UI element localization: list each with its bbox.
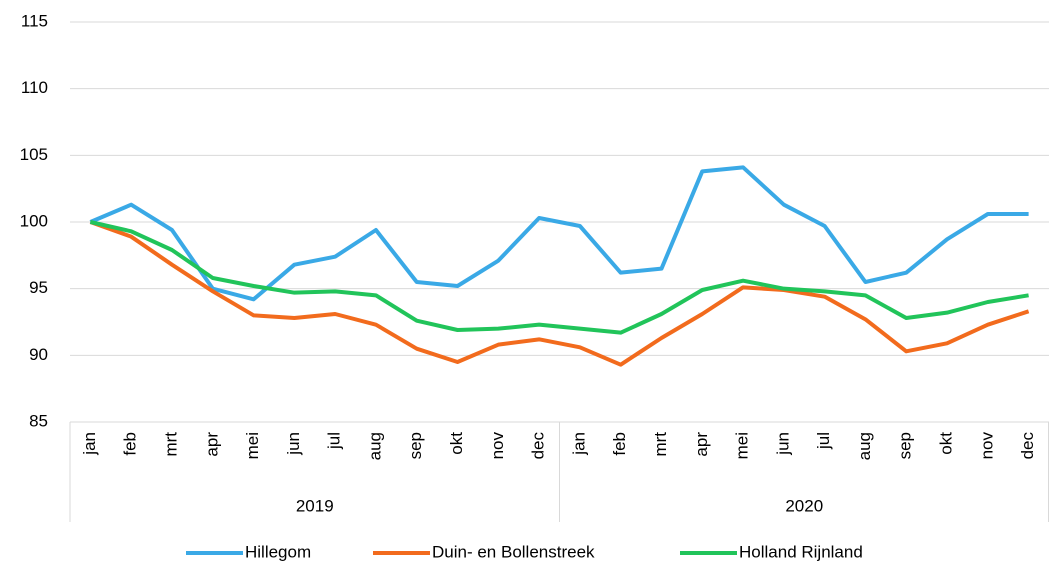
x-tick-label: sep bbox=[406, 432, 425, 459]
x-tick-label: feb bbox=[610, 432, 629, 456]
x-tick-label: okt bbox=[937, 432, 956, 455]
x-tick-label: apr bbox=[202, 432, 221, 457]
legend-label: Duin- en Bollenstreek bbox=[432, 542, 595, 561]
group-label: 2019 bbox=[296, 496, 334, 515]
x-tick-label: sep bbox=[896, 432, 915, 459]
x-tick-label: jun bbox=[284, 432, 303, 456]
legend-label: Hillegom bbox=[245, 542, 311, 561]
x-tick-label: mei bbox=[733, 432, 752, 459]
x-tick-label: jan bbox=[80, 432, 99, 456]
x-tick-label: nov bbox=[488, 432, 507, 460]
legend-label: Holland Rijnland bbox=[739, 542, 863, 561]
x-tick-label: nov bbox=[977, 432, 996, 460]
series-line bbox=[89, 165, 1029, 302]
y-tick-label: 110 bbox=[21, 78, 48, 97]
y-tick-label: 100 bbox=[20, 211, 48, 230]
x-tick-label: mrt bbox=[161, 432, 180, 457]
x-tick-label: aug bbox=[855, 432, 874, 460]
group-label: 2020 bbox=[785, 496, 823, 515]
x-tick-label: okt bbox=[447, 432, 466, 455]
y-tick-label: 90 bbox=[29, 345, 48, 364]
x-tick-label: mrt bbox=[651, 432, 670, 457]
x-tick-label: jul bbox=[814, 432, 833, 450]
x-tick-label: jan bbox=[569, 432, 588, 456]
x-tick-label: mei bbox=[243, 432, 262, 459]
x-tick-label: dec bbox=[529, 432, 548, 460]
x-tick-label: feb bbox=[121, 432, 140, 456]
y-tick-label: 105 bbox=[20, 145, 48, 164]
y-tick-label: 115 bbox=[21, 11, 48, 30]
x-tick-label: jul bbox=[325, 432, 344, 450]
x-tick-label: jun bbox=[773, 432, 792, 456]
y-tick-label: 95 bbox=[29, 278, 48, 297]
y-tick-label: 85 bbox=[29, 411, 48, 430]
x-tick-label: aug bbox=[365, 432, 384, 460]
series-line bbox=[89, 220, 1029, 335]
x-tick-label: dec bbox=[1018, 432, 1037, 460]
series-line bbox=[89, 220, 1030, 367]
x-tick-label: apr bbox=[692, 432, 711, 457]
